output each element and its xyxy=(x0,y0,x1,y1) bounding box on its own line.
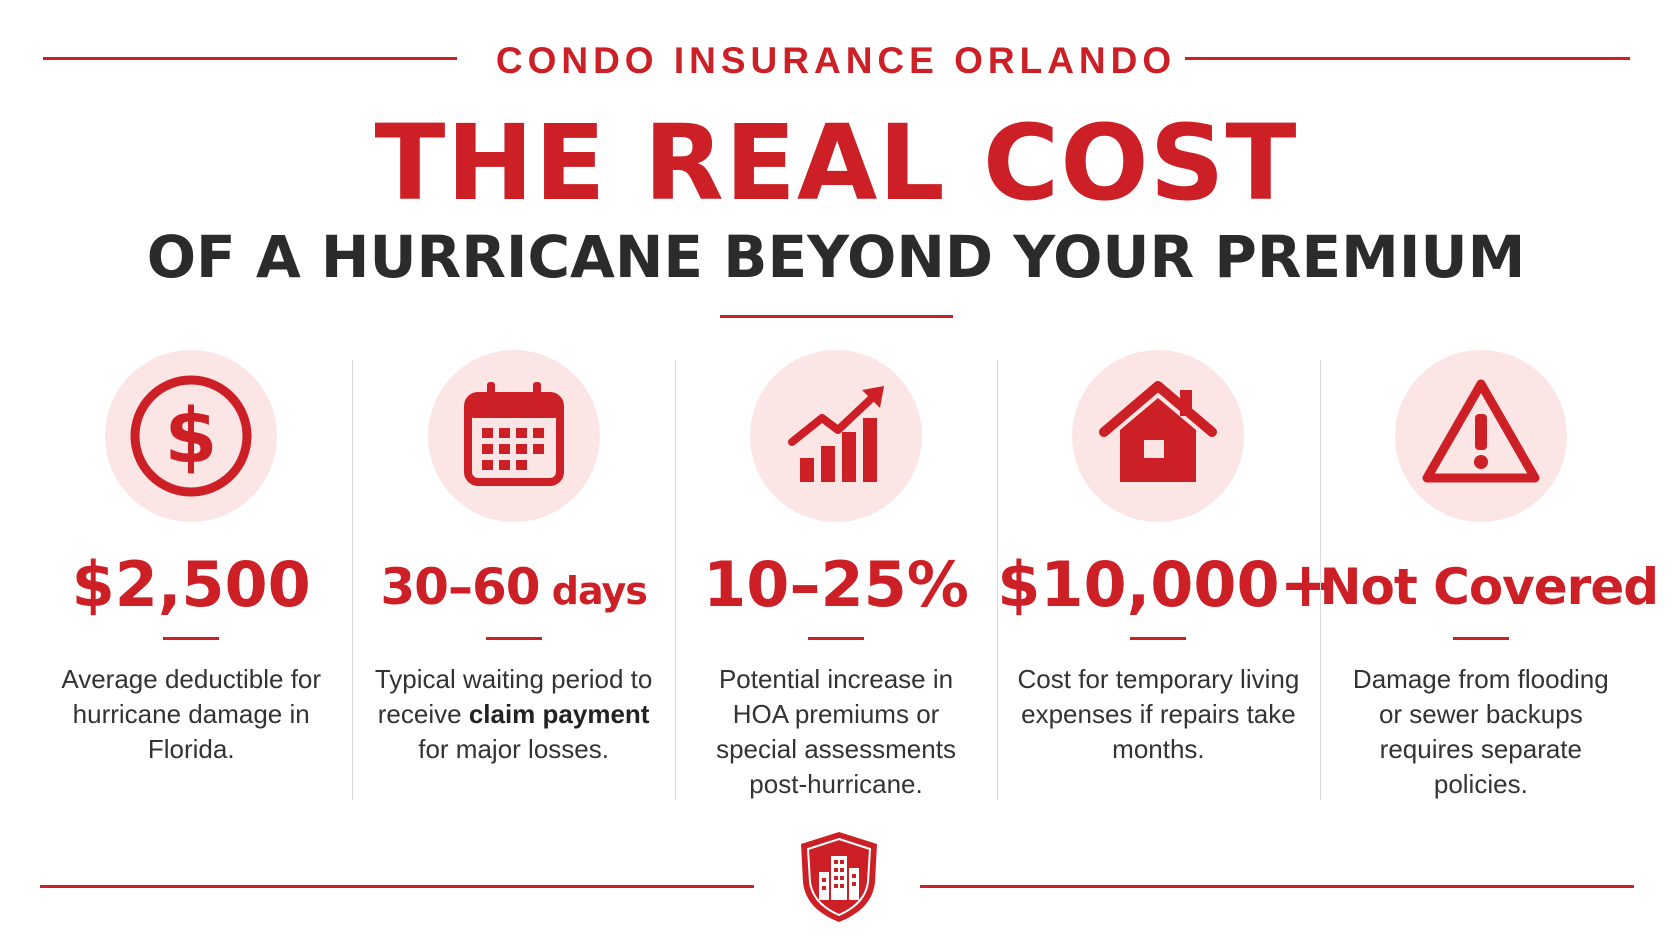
stat-hoa-increase: 10–25% Potential increase in HOA premium… xyxy=(674,350,997,805)
column-divider xyxy=(1319,360,1321,800)
headline: THE REAL COST xyxy=(374,102,1298,224)
stat-deductible: $ $2,500 Average deductible for hurrican… xyxy=(30,350,352,805)
stat-value: 30–60 days xyxy=(380,558,647,616)
stat-description: Average deductible for hurricane damage … xyxy=(61,664,322,764)
shield-building-logo xyxy=(797,828,881,924)
calendar-icon xyxy=(427,350,600,522)
stat-description: Cost for temporary living expenses if re… xyxy=(1017,664,1300,764)
top-rule-left xyxy=(43,57,457,60)
stat-accent-line xyxy=(163,637,220,640)
rising-chart-icon xyxy=(750,350,923,522)
stat-accent-line xyxy=(808,637,865,640)
stat-value: 10–25% xyxy=(703,548,969,621)
subheadline: OF A HURRICANE BEYOND YOUR PREMIUM xyxy=(146,223,1526,291)
top-rule-right xyxy=(1185,57,1630,60)
warning-triangle-icon xyxy=(1394,350,1567,522)
title-underline xyxy=(720,315,953,318)
bottom-rule-left xyxy=(40,885,754,888)
column-divider xyxy=(352,360,354,800)
stat-value: $2,500 xyxy=(71,548,311,621)
stat-description: Damage from flooding or sewer backups re… xyxy=(1352,664,1609,799)
column-divider xyxy=(674,360,676,800)
stat-description: Potential increase in HOA premiums or sp… xyxy=(716,664,956,799)
dollar-circle-icon: $ xyxy=(105,350,278,522)
stat-description: Typical waiting period to receive claim … xyxy=(374,664,653,764)
stats-row: $ $2,500 Average deductible for hurrican… xyxy=(30,350,1659,805)
stat-living-expenses: $10,000+ Cost for temporary living expen… xyxy=(997,350,1332,805)
stat-accent-line xyxy=(1452,637,1509,640)
svg-text:$: $ xyxy=(165,391,218,480)
stat-value: $10,000+ xyxy=(997,548,1332,621)
stat-accent-line xyxy=(485,637,542,640)
stat-not-covered: Not Covered Damage from flooding or sewe… xyxy=(1319,350,1659,805)
eyebrow-title: CONDO INSURANCE ORLANDO xyxy=(495,40,1177,81)
stat-waiting-period: 30–60 days Typical waiting period to rec… xyxy=(352,350,674,805)
bottom-rule-right xyxy=(920,885,1634,888)
house-icon xyxy=(1072,350,1245,522)
stat-accent-line xyxy=(1130,637,1187,640)
stat-value: Not Covered xyxy=(1319,558,1659,616)
column-divider xyxy=(997,360,999,800)
